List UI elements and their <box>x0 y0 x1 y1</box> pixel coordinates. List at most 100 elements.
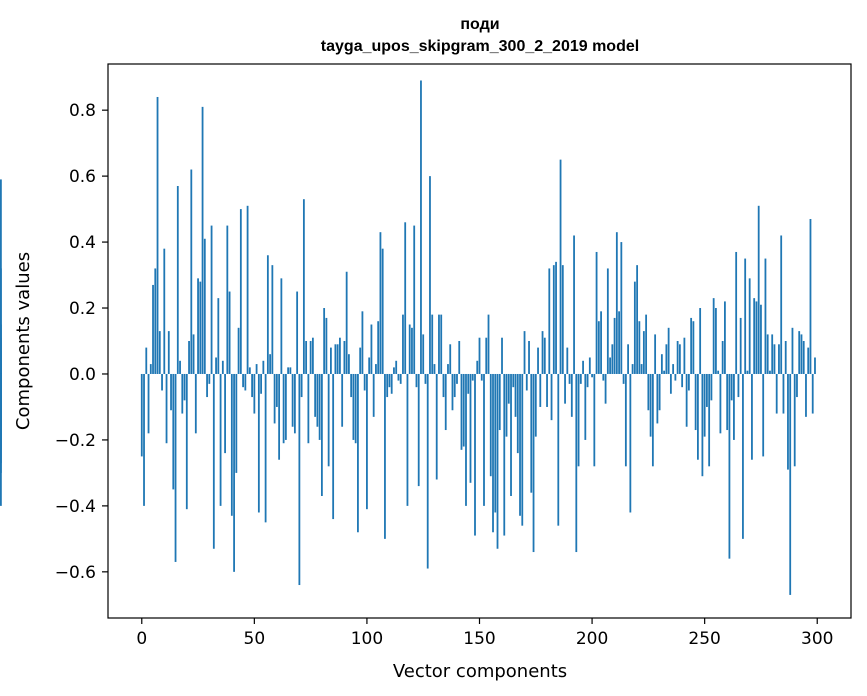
bar <box>519 373 521 516</box>
bar <box>194 373 197 434</box>
bar <box>564 373 566 404</box>
bar <box>289 367 292 374</box>
bar <box>325 317 328 374</box>
bar <box>663 370 666 374</box>
chart-subtitle: tayga_upos_skipgram_300_2_2019 model <box>321 38 639 55</box>
bar <box>156 96 159 374</box>
bar <box>255 364 258 374</box>
bar <box>147 373 150 434</box>
bar <box>203 238 206 374</box>
x-tick-label: 300 <box>801 629 833 649</box>
bar <box>332 373 335 520</box>
bar <box>341 373 344 427</box>
bar <box>746 370 749 374</box>
bar <box>600 311 602 374</box>
bar <box>708 373 711 467</box>
bar <box>597 321 600 374</box>
bar <box>453 373 456 398</box>
bar <box>444 373 447 431</box>
bar <box>165 373 168 444</box>
bar <box>656 373 659 424</box>
bar <box>386 373 389 398</box>
bar <box>262 360 265 374</box>
bar <box>397 373 400 381</box>
bar <box>451 373 454 411</box>
bar <box>575 373 578 553</box>
bar <box>561 265 564 374</box>
bar <box>593 373 596 467</box>
bar <box>183 373 186 401</box>
bar <box>647 373 650 411</box>
bar <box>339 337 341 374</box>
bar <box>406 373 409 506</box>
bar <box>485 337 488 374</box>
bar <box>811 373 814 414</box>
bar <box>784 341 787 374</box>
y-tick-label: −0.6 <box>55 563 96 583</box>
bar <box>793 373 796 467</box>
bar <box>210 225 213 374</box>
bar <box>710 373 713 401</box>
bar <box>357 373 359 533</box>
bar <box>516 373 519 454</box>
bar <box>757 205 760 374</box>
bar <box>771 334 774 374</box>
bar <box>251 373 253 398</box>
bar <box>354 373 357 444</box>
bar <box>379 232 382 374</box>
bar <box>694 373 697 431</box>
bar <box>620 242 623 374</box>
bar <box>302 199 305 374</box>
bar <box>791 327 794 374</box>
bar <box>726 373 729 431</box>
bar <box>287 367 290 374</box>
bar <box>300 373 303 398</box>
bar <box>798 331 801 374</box>
bar <box>363 373 366 391</box>
bar <box>733 373 735 440</box>
bar <box>548 268 551 374</box>
bar <box>660 354 663 374</box>
bar <box>158 331 161 374</box>
bar <box>697 373 699 460</box>
bar <box>762 373 765 457</box>
bar <box>692 321 695 374</box>
bar <box>217 298 220 374</box>
bar <box>212 373 215 549</box>
bar <box>197 278 199 374</box>
bar <box>721 341 724 374</box>
bar <box>480 373 483 381</box>
bar <box>534 373 537 437</box>
bar <box>807 347 810 374</box>
bar <box>760 304 762 374</box>
bar <box>257 373 260 513</box>
bar <box>311 337 314 374</box>
bar <box>748 278 751 374</box>
bar <box>550 373 553 421</box>
bar <box>496 373 499 549</box>
bar <box>678 344 681 374</box>
bar <box>0 373 2 464</box>
bar <box>395 360 398 374</box>
bar <box>370 324 373 374</box>
bar <box>228 291 231 374</box>
bar <box>667 327 670 374</box>
bar <box>669 373 672 394</box>
bar <box>219 373 222 506</box>
bar <box>458 341 461 374</box>
bar <box>570 373 573 417</box>
x-tick-label: 0 <box>136 629 147 649</box>
bar <box>242 373 244 388</box>
bar <box>573 235 575 374</box>
bar <box>435 373 438 480</box>
bar <box>456 373 458 384</box>
bar <box>390 373 393 394</box>
bar <box>411 327 413 374</box>
bar <box>224 373 226 454</box>
bar <box>253 373 256 414</box>
bar <box>532 373 535 553</box>
y-tick-label: 0.6 <box>69 167 96 187</box>
bar <box>201 106 204 374</box>
bar <box>188 341 190 374</box>
